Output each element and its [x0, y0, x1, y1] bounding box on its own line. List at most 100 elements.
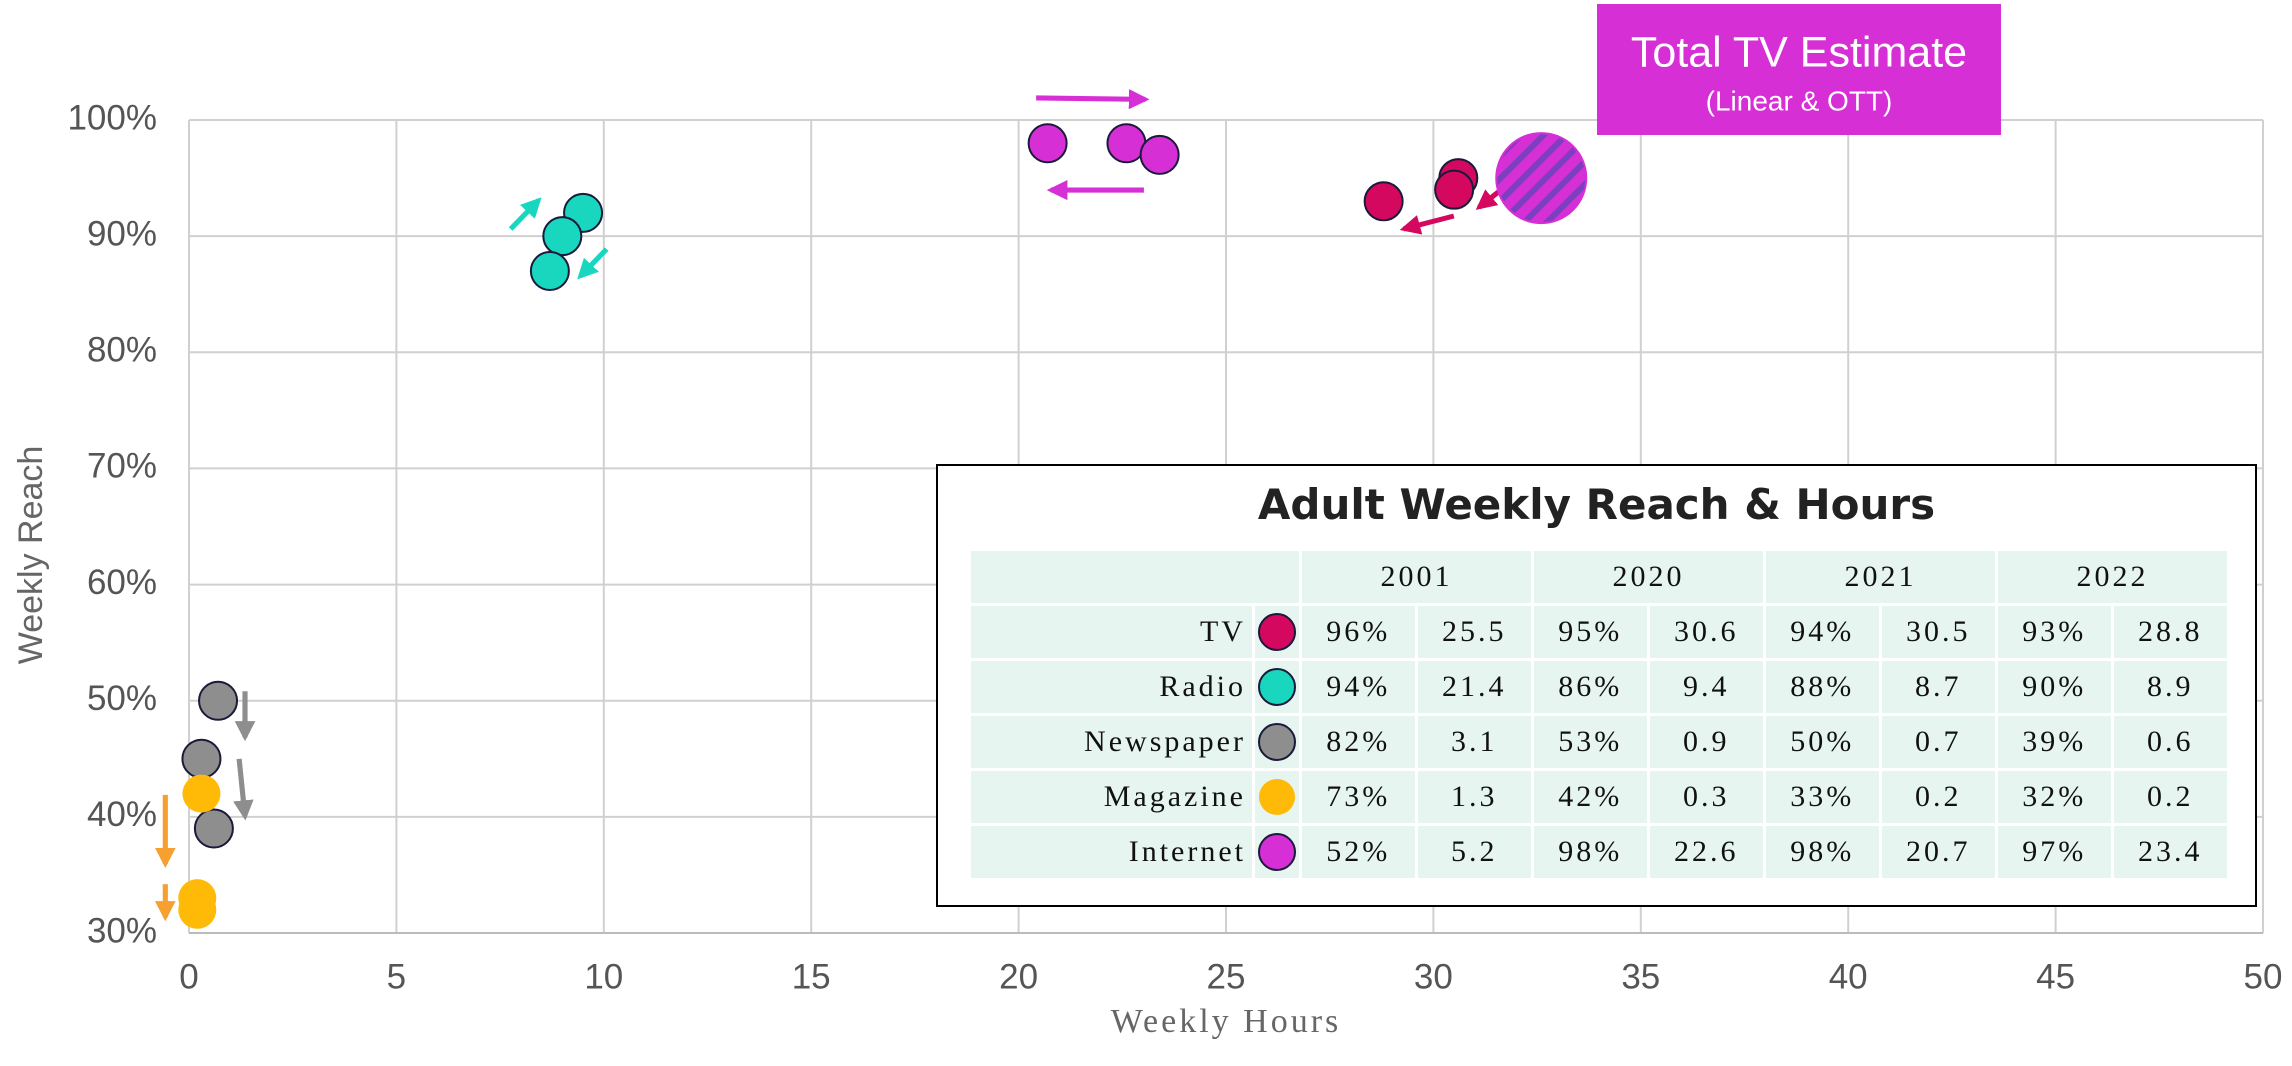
y-tick-label: 50% [87, 679, 157, 718]
data-table: Adult Weekly Reach & Hours 2001 2020 2021 2… [936, 464, 2257, 907]
table-cell: 98% [1762, 823, 1882, 881]
header-row: 2001 2020 2021 2022 [968, 548, 2231, 606]
y-tick-label: 30% [87, 911, 157, 950]
point [182, 774, 221, 813]
legend-icon [1258, 668, 1296, 706]
x-tick-label: 20 [999, 957, 1038, 996]
x-tick-label: 10 [584, 957, 623, 996]
table-cell: 95% [1530, 603, 1650, 661]
arrow [1399, 213, 1455, 235]
table-row: Magazine 73% 1.3 42% 0.3 33% 0.2 32% 0.2 [968, 768, 2231, 826]
row-icon [1252, 713, 1302, 771]
table-cell: 28.8 [2110, 603, 2231, 661]
table-row: Newspaper 82% 3.1 53% 0.9 50% 0.7 39% 0.6 [968, 713, 2231, 771]
table-row: Radio 94% 21.4 86% 9.4 88% 8.7 90% 8.9 [968, 658, 2231, 716]
row-icon [1252, 768, 1302, 826]
table-cell: 93% [1994, 603, 2114, 661]
x-tick-label: 50 [2244, 957, 2283, 996]
legend-icon [1259, 779, 1295, 815]
year-header: 2021 [1762, 548, 1998, 606]
y-tick-label: 90% [87, 214, 157, 253]
table-cell: 23.4 [2110, 823, 2231, 881]
table-cell: 90% [1994, 658, 2114, 716]
x-axis-title: Weekly Hours [1111, 1003, 1342, 1040]
row-icon [1252, 823, 1302, 881]
year-header: 2022 [1994, 548, 2231, 606]
table-cell: 0.2 [1878, 768, 1998, 826]
point [193, 808, 234, 849]
point [1363, 181, 1404, 222]
table-cell: 97% [1994, 823, 2114, 881]
header-blank [968, 548, 1302, 606]
arrow [508, 197, 542, 231]
year-header: 2001 [1299, 548, 1534, 606]
table-cell: 8.9 [2110, 658, 2231, 716]
hatched-point [1495, 132, 1588, 225]
arrow [233, 758, 254, 821]
arrow [577, 247, 609, 280]
table-cell: 98% [1530, 823, 1650, 881]
y-tick-label: 80% [87, 331, 157, 370]
table-cell: 39% [1994, 713, 2114, 771]
y-tick-label: 70% [87, 447, 157, 486]
table-cell: 0.3 [1646, 768, 1766, 826]
table-cell: 53% [1530, 713, 1650, 771]
annotation-box [1597, 4, 2001, 135]
x-tick-label: 30 [1414, 957, 1453, 996]
legend-swatch [1258, 723, 1296, 761]
y-axis-title: Weekly Reach [12, 446, 50, 665]
arrow [1036, 89, 1150, 110]
table-cell: 94% [1299, 658, 1418, 716]
row-icon [1252, 603, 1302, 661]
point [181, 738, 222, 779]
table-cell: 5.2 [1414, 823, 1534, 881]
table-cell: 25.5 [1414, 603, 1534, 661]
table-cell: 0.2 [2110, 768, 2231, 826]
table-row: Internet 52% 5.2 98% 22.6 98% 20.7 97% 23.4 [968, 823, 2231, 881]
table-cell: 50% [1762, 713, 1882, 771]
x-tick-label: 15 [792, 957, 831, 996]
row-label: Newspaper [968, 713, 1255, 771]
arrows [154, 89, 1505, 922]
marks [178, 123, 1588, 929]
table-cell: 86% [1530, 658, 1650, 716]
point [1027, 123, 1068, 164]
point [529, 250, 570, 291]
legend-icon [1258, 723, 1296, 761]
legend-swatch [1258, 613, 1296, 651]
table-cell: 30.6 [1646, 603, 1766, 661]
table-cell: 32% [1994, 768, 2114, 826]
x-tick-label: 0 [179, 957, 198, 996]
row-label: Internet [968, 823, 1255, 881]
y-tick-label: 60% [87, 563, 157, 602]
row-label: Magazine [968, 768, 1255, 826]
row-label: TV [968, 603, 1255, 661]
table-cell: 88% [1762, 658, 1882, 716]
table-cell: 30.5 [1878, 603, 1998, 661]
point [1139, 134, 1180, 175]
legend-icon [1258, 613, 1296, 651]
table-cell: 82% [1299, 713, 1418, 771]
row-label: Radio [968, 658, 1255, 716]
table-cell: 73% [1299, 768, 1418, 826]
table-cell: 20.7 [1878, 823, 1998, 881]
x-tick-label: 45 [2036, 957, 2075, 996]
table-body: 2001 2020 2021 2022 TV 96% 25.5 95% 30.6 94% 30.5 9… [968, 548, 2231, 881]
x-tick-label: 25 [1207, 957, 1246, 996]
x-tick-label: 40 [1829, 957, 1868, 996]
table-cell: 0.9 [1646, 713, 1766, 771]
table-cell: 0.6 [2110, 713, 2231, 771]
table-cell: 42% [1530, 768, 1650, 826]
table-cell: 0.7 [1878, 713, 1998, 771]
x-tick-label: 5 [387, 957, 406, 996]
table-cell: 96% [1299, 603, 1418, 661]
point [198, 680, 239, 721]
table-cell: 21.4 [1414, 658, 1534, 716]
x-tick-label: 35 [1621, 957, 1660, 996]
table-cell: 3.1 [1414, 713, 1534, 771]
y-tick-label: 100% [67, 98, 157, 137]
legend-swatch [1259, 779, 1295, 815]
legend-swatch [1258, 833, 1296, 871]
annotation-title: Total TV Estimate [1631, 28, 1967, 76]
